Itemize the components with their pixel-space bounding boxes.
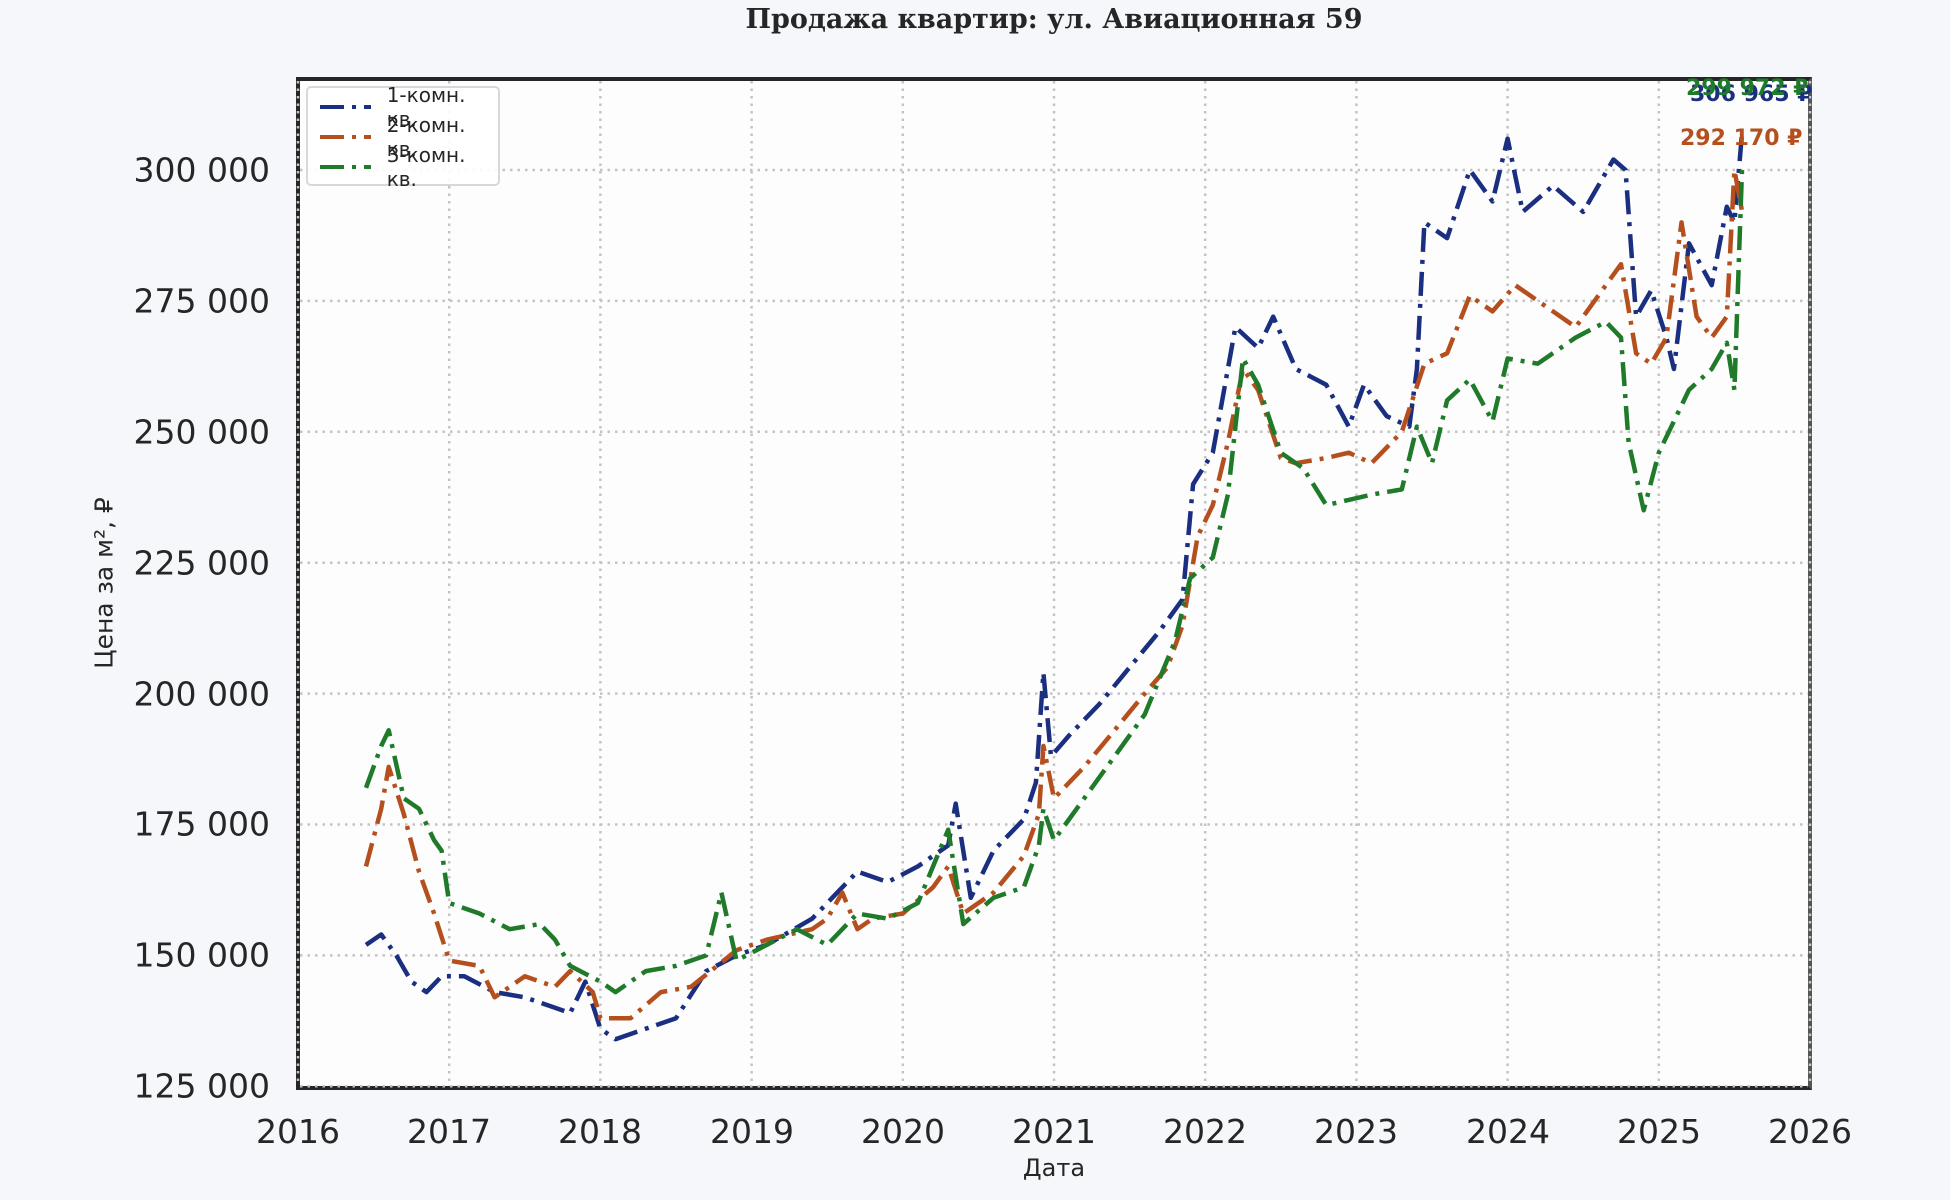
last-value-annotation-2-room: 292 170 ₽ — [1680, 126, 1803, 151]
legend-label: 1-комн. кв. — [386, 83, 466, 131]
last-value-annotation-3-room: 299 972 ₽ — [1686, 76, 1809, 101]
x-tick: 2026 — [1768, 1112, 1852, 1151]
y-tick: 125 000 — [133, 1066, 270, 1106]
legend-item-3-room: 3-комн. кв. — [318, 143, 488, 191]
x-tick: 2025 — [1617, 1112, 1701, 1151]
y-tick: 200 000 — [133, 674, 270, 714]
legend-label: 3-комн. кв. — [386, 143, 466, 191]
x-axis-label: Дата — [1022, 1154, 1086, 1182]
legend-line-icon — [320, 165, 371, 169]
x-tick: 2016 — [256, 1112, 340, 1151]
x-tick: 2022 — [1163, 1112, 1247, 1151]
y-axis-label: Цена за м², ₽ — [89, 497, 119, 669]
y-tick: 225 000 — [133, 543, 270, 583]
y-tick: 175 000 — [133, 804, 270, 844]
legend-item-2-room: 2-комн. кв. — [318, 113, 488, 161]
x-tick: 2023 — [1314, 1112, 1398, 1151]
x-tick: 2018 — [558, 1112, 642, 1151]
legend: 1-комн. кв. 2-комн. кв. 3-комн. кв. — [306, 83, 500, 191]
legend-line-icon — [320, 135, 371, 139]
x-tick: 2021 — [1012, 1112, 1096, 1151]
legend-line-icon — [320, 105, 371, 109]
x-tick: 2019 — [710, 1112, 794, 1151]
x-tick: 2017 — [407, 1112, 491, 1151]
series-line-1-room — [364, 133, 1745, 1042]
chart-title: Продажа квартир: ул. Авиационная 59 — [745, 4, 1363, 35]
legend-item-1-room: 1-комн. кв. — [318, 83, 488, 131]
y-tick: 250 000 — [133, 412, 270, 452]
series-line-3-room — [363, 170, 1745, 995]
legend-label: 2-комн. кв. — [386, 113, 466, 161]
x-tick: 2020 — [861, 1112, 945, 1151]
y-tick: 150 000 — [133, 935, 270, 975]
last-value-annotation-1-room: 306 965 ₽ — [1690, 82, 1813, 107]
series-line-2-room — [363, 167, 1745, 1021]
x-tick: 2024 — [1466, 1112, 1550, 1151]
y-tick: 275 000 — [133, 281, 270, 321]
y-tick: 300 000 — [133, 150, 270, 190]
